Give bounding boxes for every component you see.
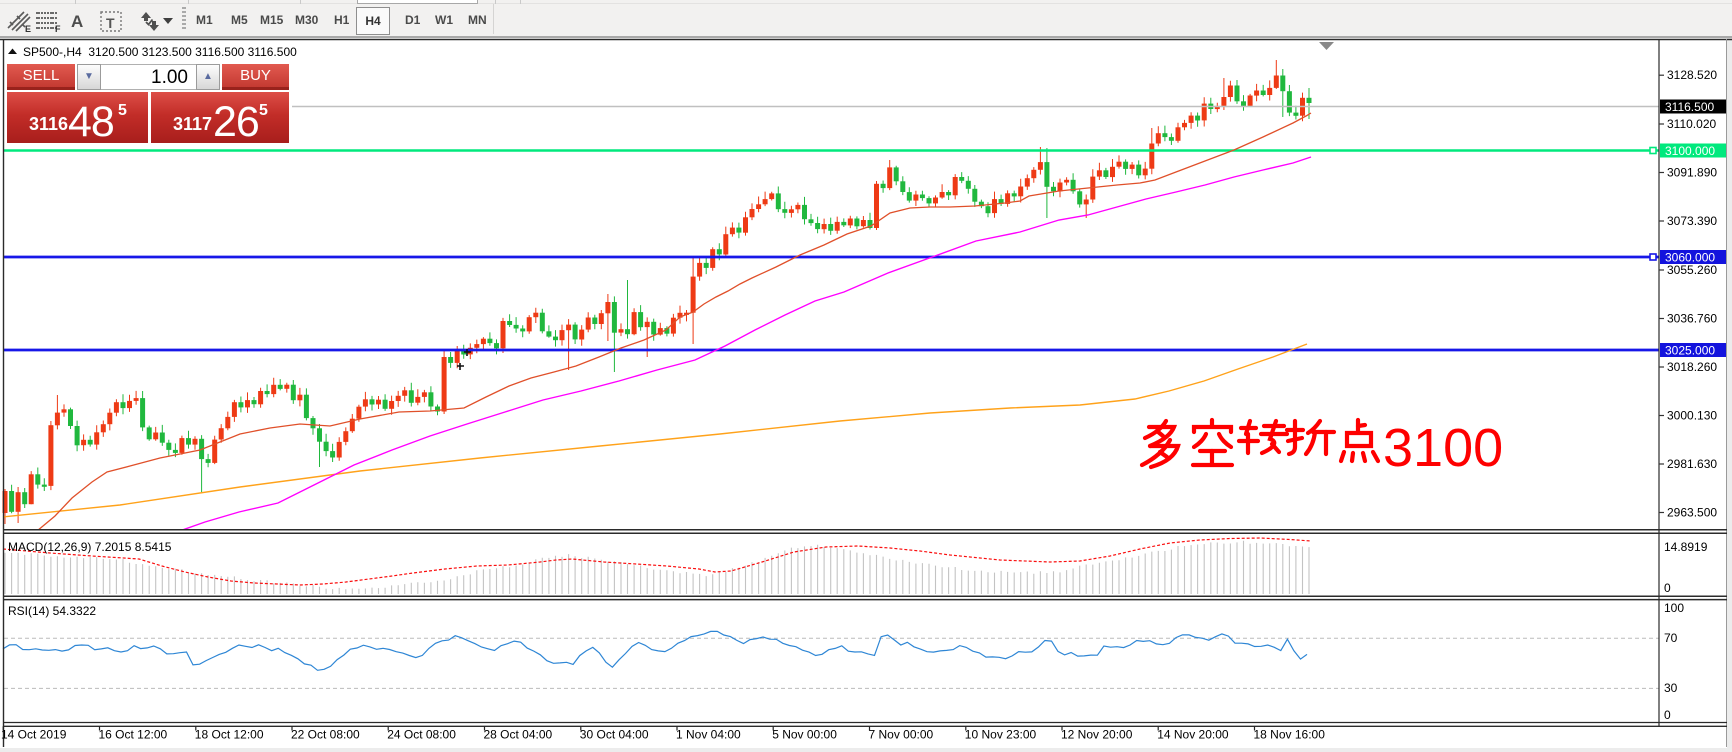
svg-text:0: 0 [1664, 708, 1671, 722]
svg-text:3091.890: 3091.890 [1667, 166, 1717, 180]
svg-text:30 Oct 04:00: 30 Oct 04:00 [580, 728, 649, 742]
svg-text:10 Nov 23:00: 10 Nov 23:00 [965, 728, 1037, 742]
svg-text:3100.000: 3100.000 [1665, 144, 1715, 158]
svg-text:14.8919: 14.8919 [1664, 540, 1708, 554]
svg-text:MACD(12,26,9) 7.2015 8.5415: MACD(12,26,9) 7.2015 8.5415 [8, 540, 172, 554]
svg-text:SP500-,H4 3120.500 3123.500 3: SP500-,H4 3120.500 3123.500 3116.500 311… [23, 45, 297, 59]
svg-text:18 Nov 16:00: 18 Nov 16:00 [1254, 728, 1326, 742]
svg-text:14 Nov 20:00: 14 Nov 20:00 [1157, 728, 1229, 742]
svg-text:3060.000: 3060.000 [1665, 251, 1715, 265]
svg-text:28 Oct 04:00: 28 Oct 04:00 [484, 728, 553, 742]
svg-text:100: 100 [1664, 601, 1684, 615]
svg-text:A: A [71, 12, 83, 31]
svg-text:RSI(14) 54.3322: RSI(14) 54.3322 [8, 604, 96, 618]
svg-text:0: 0 [1664, 581, 1671, 595]
svg-text:5 Nov 00:00: 5 Nov 00:00 [772, 728, 837, 742]
svg-text:3073.390: 3073.390 [1667, 214, 1717, 228]
svg-text:24 Oct 08:00: 24 Oct 08:00 [387, 728, 456, 742]
svg-text:3110.020: 3110.020 [1667, 117, 1716, 131]
svg-text:3116.500: 3116.500 [1665, 100, 1714, 114]
svg-text:3128.520: 3128.520 [1667, 68, 1717, 82]
svg-text:12 Nov 20:00: 12 Nov 20:00 [1061, 728, 1133, 742]
svg-text:2981.630: 2981.630 [1667, 457, 1717, 471]
svg-text:3025.000: 3025.000 [1665, 344, 1715, 358]
svg-text:3000.130: 3000.130 [1667, 409, 1717, 423]
svg-text:22 Oct 08:00: 22 Oct 08:00 [291, 728, 360, 742]
svg-text:1 Nov 04:00: 1 Nov 04:00 [676, 728, 741, 742]
svg-text:14 Oct 2019: 14 Oct 2019 [1, 728, 67, 742]
svg-text:E: E [25, 24, 31, 34]
svg-text:2963.500: 2963.500 [1667, 506, 1717, 520]
svg-text:18 Oct 12:00: 18 Oct 12:00 [195, 728, 264, 742]
svg-text:70: 70 [1664, 631, 1678, 645]
svg-text:3018.260: 3018.260 [1667, 360, 1717, 374]
svg-text:16 Oct 12:00: 16 Oct 12:00 [99, 728, 168, 742]
svg-text:3055.260: 3055.260 [1667, 263, 1717, 277]
svg-text:3036.760: 3036.760 [1667, 312, 1717, 326]
svg-text:F: F [55, 24, 61, 34]
svg-text:30: 30 [1664, 681, 1678, 695]
svg-text:T: T [106, 15, 115, 31]
svg-text:7 Nov 00:00: 7 Nov 00:00 [869, 728, 934, 742]
svg-text:3100: 3100 [1383, 418, 1503, 478]
